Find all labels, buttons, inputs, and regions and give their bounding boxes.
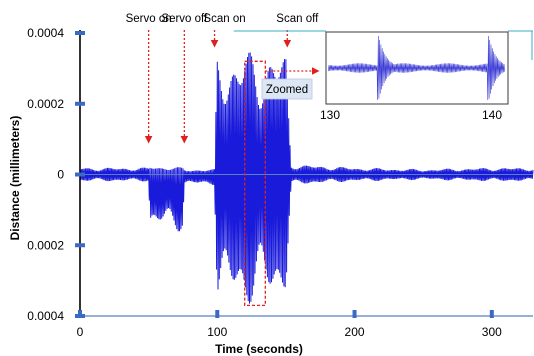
x-tick-label: 0: [77, 325, 84, 339]
x-tick: [215, 310, 220, 318]
y-axis-title: Distance (millimeters): [8, 116, 22, 241]
x-axis-title: Time (seconds): [215, 342, 303, 356]
axes: 0.0004 0.0002 0 0.0002 0.0004 0 100 200 300: [27, 26, 533, 339]
y-tick: [75, 172, 85, 177]
zoom-region-box: [244, 60, 266, 307]
annotation-label: Scan on: [203, 13, 245, 25]
x-tick-label: 200: [345, 325, 365, 339]
y-tick-label: 0.0002: [27, 238, 64, 252]
y-tick: [75, 101, 85, 106]
x-tick: [352, 310, 357, 318]
annotation-label: Servo on: [126, 13, 172, 25]
y-tick: [75, 243, 85, 248]
y-tick-label: 0.0004: [27, 309, 64, 323]
signal-line: [79, 52, 534, 304]
annotation-label: Servo off: [161, 13, 208, 25]
y-tick-label: 0.0004: [27, 26, 64, 40]
annotation-label: Scan off: [276, 13, 319, 25]
y-tick-label: 0.0002: [27, 97, 64, 111]
zoomed-label: Zoomed: [266, 84, 308, 96]
inset-signal: [328, 35, 505, 101]
x-tick-label: 100: [207, 325, 227, 339]
zoom-inset: 130 140: [233, 30, 533, 122]
x-tick: [489, 310, 494, 318]
inset-tick-label: 130: [320, 108, 340, 122]
x-tick-label: 300: [482, 325, 502, 339]
plot-area: [79, 52, 534, 304]
zoomed-label-box: [261, 78, 313, 100]
y-tick: [75, 31, 85, 35]
inset-tick-label: 140: [482, 108, 502, 122]
y-tick-label: 0: [57, 168, 64, 182]
x-tick: [78, 310, 82, 318]
